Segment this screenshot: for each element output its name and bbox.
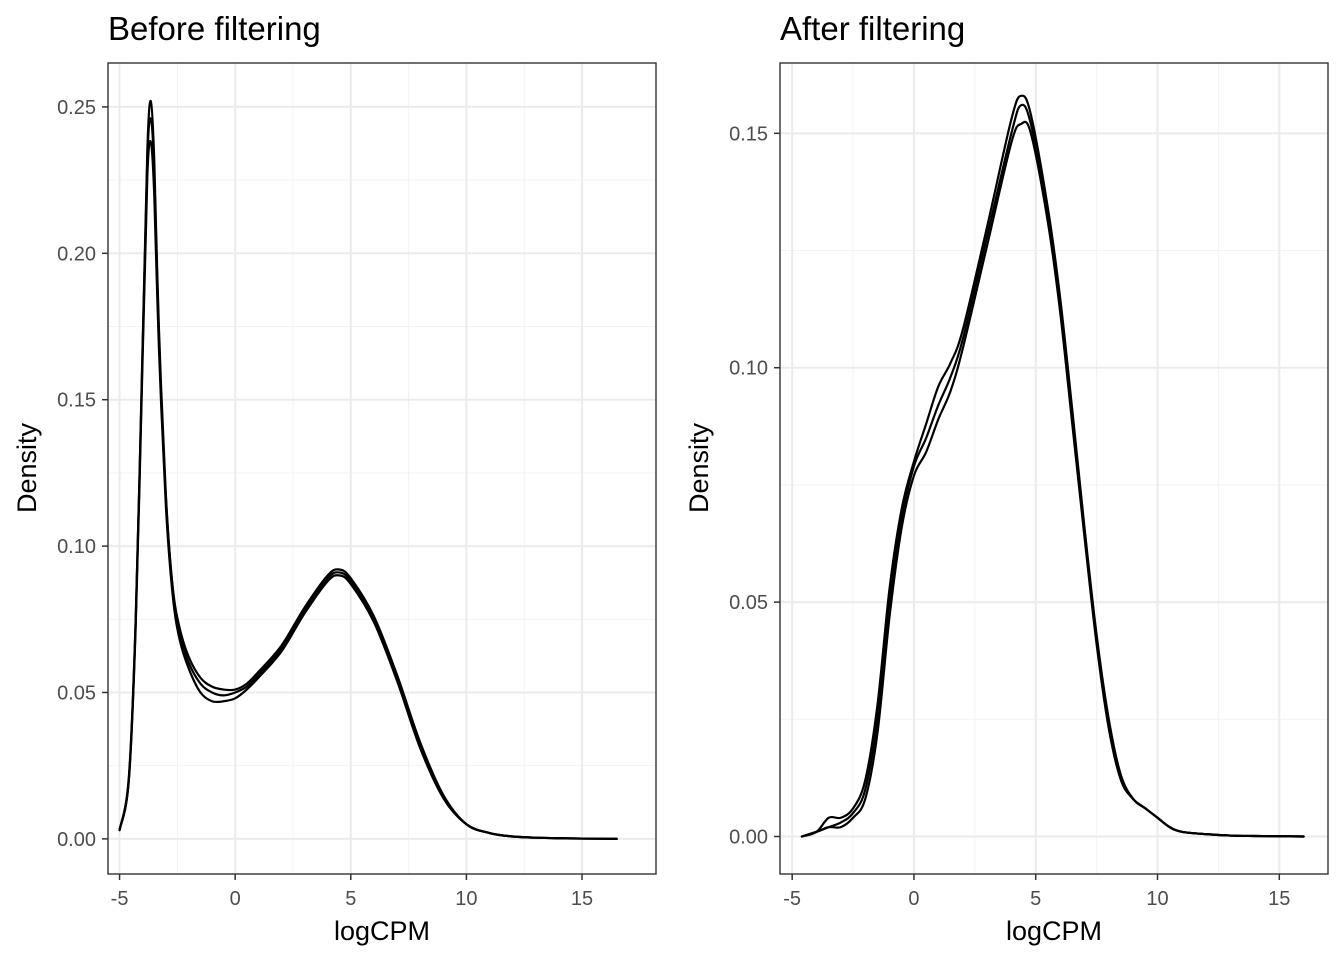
x-axis-title: logCPM	[334, 916, 430, 946]
minor-grid	[780, 63, 1328, 874]
density-curves	[118, 99, 618, 840]
x-tick-label: 5	[345, 888, 356, 910]
y-tick-label: 0.20	[57, 243, 96, 265]
major-grid	[108, 63, 656, 874]
density-curves	[800, 94, 1305, 838]
y-tick-label: 0.15	[57, 390, 96, 412]
x-tick-label: 5	[1030, 888, 1041, 910]
panel-after-filtering: After filtering -5 0 5 10 15 0.00 0.05 0.10 0.1…	[684, 10, 1329, 946]
panel-border	[779, 62, 1329, 875]
y-tick-label: 0.15	[729, 123, 768, 145]
x-axis-ticks: -5 0 5 10 15	[111, 874, 593, 910]
y-tick-label: 0.00	[57, 829, 96, 851]
x-tick-label: 10	[1146, 888, 1168, 910]
y-tick-label: 0.10	[57, 536, 96, 558]
y-tick-label: 0.10	[729, 358, 768, 380]
x-tick-label: 0	[230, 888, 241, 910]
density-curve-sample-3	[118, 117, 618, 840]
chart-title: After filtering	[780, 10, 965, 47]
x-axis-ticks: -5 0 5 10 15	[783, 874, 1290, 910]
y-tick-label: 0.25	[57, 97, 96, 119]
y-axis-ticks: 0.00 0.05 0.10 0.15 0.20 0.25	[57, 97, 108, 851]
panel-border	[107, 62, 657, 875]
y-axis-ticks: 0.00 0.05 0.10 0.15	[729, 123, 780, 848]
x-tick-label: 15	[1268, 888, 1290, 910]
y-tick-label: 0.00	[729, 826, 768, 848]
x-tick-label: -5	[111, 888, 129, 910]
x-axis-title: logCPM	[1006, 916, 1102, 946]
y-tick-label: 0.05	[57, 682, 96, 704]
chart-title: Before filtering	[108, 10, 321, 47]
y-axis-title: Density	[684, 422, 714, 513]
x-tick-label: 15	[571, 888, 593, 910]
minor-grid	[108, 63, 656, 874]
density-curve-sample-2	[118, 140, 618, 840]
panel-before-filtering: Before filtering -5 0 5 10 15 0.000.050.100.…	[12, 10, 657, 946]
y-axis-title: Density	[12, 422, 42, 513]
x-tick-label: 0	[908, 888, 919, 910]
y-tick-label: 0.05	[729, 592, 768, 614]
density-curve-sample-3	[800, 120, 1305, 838]
x-tick-label: 10	[455, 888, 477, 910]
major-grid	[780, 63, 1328, 874]
density-curve-sample-1	[118, 99, 618, 840]
x-tick-label: -5	[783, 888, 801, 910]
